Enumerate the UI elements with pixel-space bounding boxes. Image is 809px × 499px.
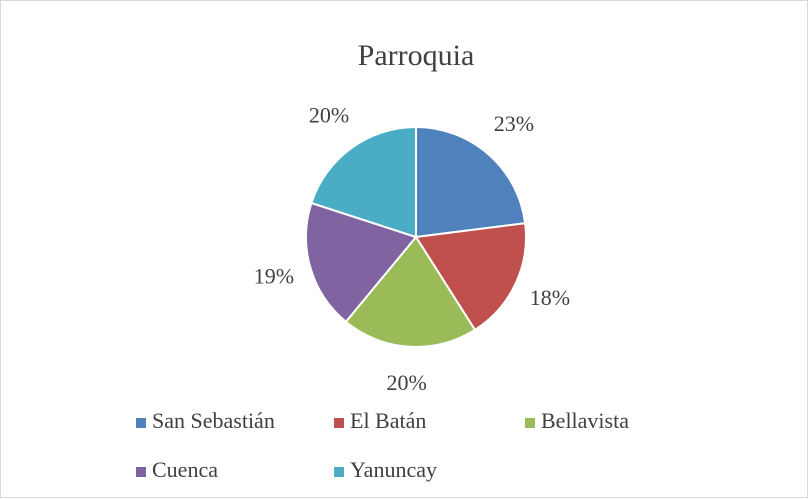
pie-slice <box>415 125 527 239</box>
pie-slice <box>414 222 527 332</box>
legend-swatch <box>525 418 535 428</box>
legend-swatch <box>136 467 146 477</box>
pie-slice <box>310 125 417 239</box>
data-label: 20% <box>387 370 427 395</box>
pie-slice <box>305 201 418 324</box>
data-label: 23% <box>494 111 534 136</box>
legend-label: Bellavista <box>541 408 629 433</box>
legend-swatch <box>334 418 344 428</box>
legend-swatch <box>334 467 344 477</box>
legend-label: Yanuncay <box>350 457 437 482</box>
legend-label: San Sebastián <box>152 408 275 433</box>
chart-title: Parroquia <box>358 39 475 72</box>
data-label: 18% <box>530 285 570 310</box>
data-label: 19% <box>254 263 294 288</box>
data-label: 20% <box>309 102 349 127</box>
legend-label: Cuenca <box>152 457 218 482</box>
pie-slice <box>344 235 477 348</box>
legend-label: El Batán <box>350 408 426 433</box>
legend-swatch <box>136 418 146 428</box>
